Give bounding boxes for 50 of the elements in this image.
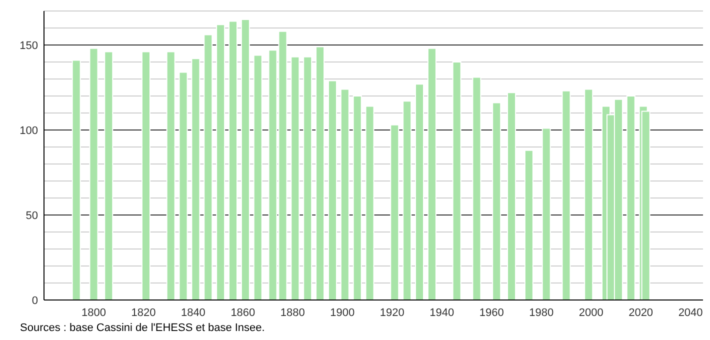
x-tick-label: 1840 bbox=[180, 306, 206, 319]
bar bbox=[542, 128, 551, 300]
bar bbox=[72, 60, 81, 300]
bar bbox=[141, 51, 150, 300]
x-tick-label: 1900 bbox=[330, 306, 355, 319]
y-tick-label: 100 bbox=[20, 124, 38, 137]
x-tick-label: 2020 bbox=[628, 306, 654, 319]
x-tick-label: 1960 bbox=[479, 306, 504, 319]
bar bbox=[626, 96, 636, 300]
x-tick-label: 1860 bbox=[230, 306, 256, 319]
bar bbox=[166, 51, 176, 300]
x-tick-label: 1980 bbox=[529, 306, 554, 319]
x-tick-label: 2000 bbox=[578, 306, 604, 319]
bar bbox=[89, 48, 98, 300]
x-tick-label: 1920 bbox=[380, 306, 404, 319]
bar bbox=[427, 48, 436, 300]
x-tick-label: 1800 bbox=[81, 306, 106, 319]
y-tick-label: 0 bbox=[32, 294, 38, 307]
bar bbox=[524, 150, 534, 300]
bar bbox=[562, 90, 571, 300]
bar bbox=[402, 100, 412, 300]
bar bbox=[253, 54, 262, 300]
bar bbox=[303, 56, 312, 300]
bar bbox=[507, 92, 516, 300]
bar bbox=[240, 19, 250, 300]
bar bbox=[492, 102, 502, 300]
bar bbox=[290, 56, 300, 300]
bar bbox=[340, 88, 350, 300]
bar bbox=[316, 46, 325, 300]
bar bbox=[352, 96, 362, 300]
x-tick-label: 2040 bbox=[678, 306, 703, 319]
x-tick-label: 1940 bbox=[430, 306, 454, 319]
y-tick-label: 50 bbox=[26, 210, 38, 222]
x-tick-label: 1820 bbox=[131, 306, 156, 319]
bar bbox=[365, 106, 374, 300]
bar bbox=[191, 58, 200, 300]
bar bbox=[415, 84, 424, 300]
bar bbox=[328, 80, 337, 300]
bar bbox=[228, 20, 238, 300]
bar bbox=[472, 76, 482, 300]
source-note: Sources : base Cassini de l'EHESS et base Insee. bbox=[20, 322, 266, 334]
x-tick-label: 1880 bbox=[280, 306, 305, 319]
bar bbox=[104, 51, 114, 300]
bar bbox=[204, 34, 213, 300]
bar bbox=[452, 62, 462, 300]
bar bbox=[216, 24, 226, 300]
y-tick-label: 150 bbox=[20, 40, 38, 52]
bar bbox=[584, 88, 594, 300]
bar bbox=[390, 124, 400, 300]
bar bbox=[178, 72, 188, 300]
